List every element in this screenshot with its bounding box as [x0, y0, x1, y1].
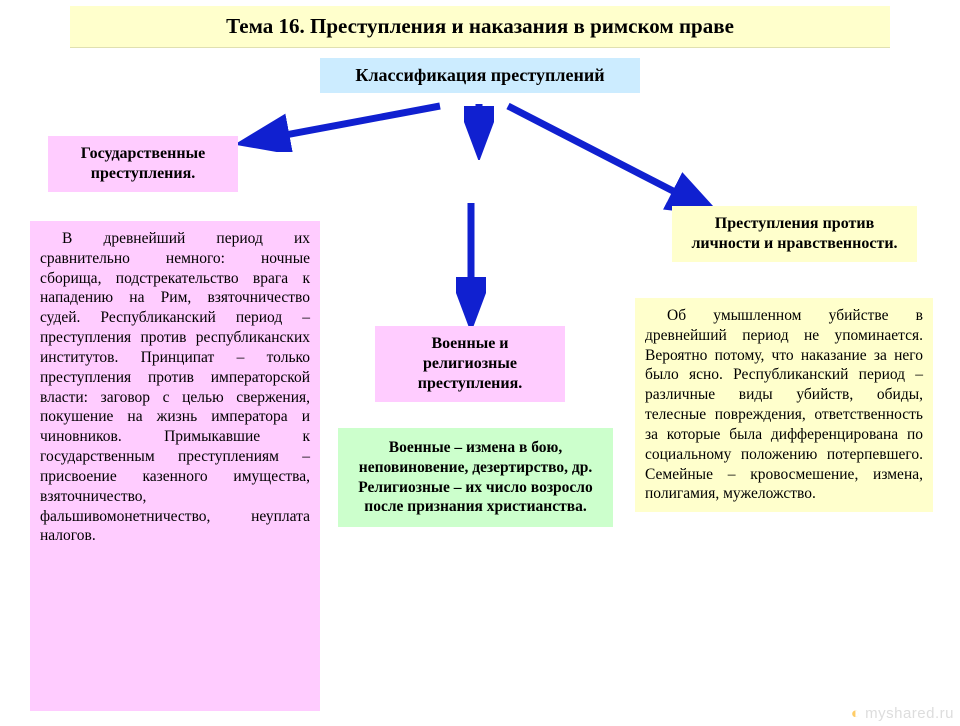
desc-state-crimes: В древнейший период их сравнительно немн… [30, 221, 320, 711]
desc-personal-morality: Об умышленном убийстве в древнейший пери… [635, 298, 933, 512]
arrow-down-long [456, 201, 486, 331]
desc-military-religious: Военные – измена в бою, неповиновение, д… [338, 428, 613, 527]
page-title: Тема 16. Преступления и наказания в римс… [70, 6, 890, 48]
watermark-text-a: myshared [865, 705, 935, 722]
arrow-to-right [500, 102, 730, 222]
category-personal-morality: Преступления против личности и нравствен… [672, 206, 917, 262]
arrow-down-short [464, 102, 494, 160]
arrow-to-left [230, 102, 450, 152]
watermark-icon: ◐ [851, 705, 861, 722]
watermark: ◐ myshared.ru [851, 705, 954, 722]
classification-subtitle: Классификация преступлений [320, 58, 640, 93]
watermark-text-b: .ru [935, 705, 954, 722]
category-state-crimes: Государственные преступления. [48, 136, 238, 192]
category-military-religious: Военные и религиозные преступления. [375, 326, 565, 402]
